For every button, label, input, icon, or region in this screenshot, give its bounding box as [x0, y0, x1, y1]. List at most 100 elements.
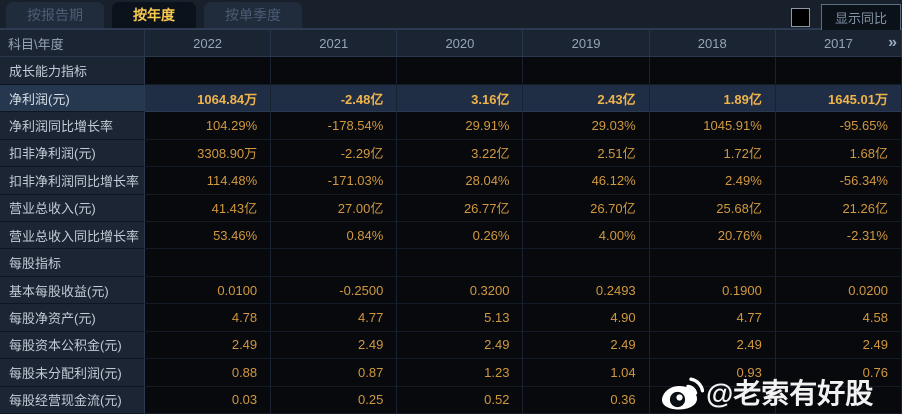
table-cell: 4.77 — [271, 304, 398, 332]
row-label: 营业总收入同比增长率 — [0, 222, 145, 250]
row-label: 净利润(元) — [0, 84, 145, 113]
table-cell: 0.1900 — [649, 276, 776, 305]
column-header-year-2021: 2021 — [271, 30, 398, 58]
table-cell — [649, 386, 776, 414]
table-cell — [271, 249, 398, 277]
table-cell: 1.72亿 — [649, 139, 776, 168]
table-cell: 29.91% — [397, 112, 524, 140]
table-cell: 2.49 — [523, 331, 650, 360]
row-label: 扣非净利润同比增长率 — [0, 167, 145, 195]
row-label: 净利润同比增长率 — [0, 112, 145, 140]
section-header-label: 成长能力指标 — [0, 57, 145, 85]
table-cell — [397, 57, 524, 85]
table-cell: 1.68亿 — [775, 139, 902, 168]
table-cell: 2.51亿 — [523, 139, 650, 168]
show-yoy-toggle[interactable]: 显示同比 — [820, 4, 901, 31]
table-cell: 3308.90万 — [145, 139, 272, 168]
table-cell: -2.31% — [775, 222, 902, 250]
table-cell: 41.43亿 — [145, 194, 272, 222]
row-label: 每股经营现金流(元) — [0, 386, 145, 414]
period-tabs: 按报告期 按年度 按单季度 — [6, 0, 310, 28]
tab-by-year[interactable]: 按年度 — [112, 2, 196, 28]
tab-by-quarter[interactable]: 按单季度 — [204, 2, 302, 28]
table-cell: 0.93 — [649, 359, 776, 387]
table-cell: 0.52 — [397, 386, 524, 414]
table-cell: 0.0200 — [775, 276, 902, 305]
table-cell: -178.54% — [271, 112, 398, 140]
table-cell: 46.12% — [523, 167, 650, 195]
table-cell: 5.13 — [397, 304, 524, 332]
column-header-year-2018: 2018 — [649, 30, 776, 58]
table-cell — [271, 57, 398, 85]
table-cell: 104.29% — [145, 112, 272, 140]
financial-indicators-table: 科目\年度 2022 2021 2020 2019 2018 2017» 成长能力指标 净利润(… — [0, 30, 902, 414]
row-label: 每股未分配利润(元) — [0, 359, 145, 387]
table-cell: 4.77 — [649, 304, 776, 332]
column-header-year-2019: 2019 — [523, 30, 650, 58]
table-cell — [397, 249, 524, 277]
table-cell: 114.48% — [145, 167, 272, 195]
table-cell: 2.49 — [775, 331, 902, 360]
table-cell: 0.76 — [775, 359, 902, 387]
more-years-chevron-icon[interactable]: » — [888, 34, 897, 52]
column-header-year-2022: 2022 — [145, 30, 272, 58]
table-cell — [523, 249, 650, 277]
table-cell — [145, 249, 272, 277]
table-cell: 0.25 — [271, 386, 398, 414]
table-cell: 0.03 — [145, 386, 272, 414]
table-cell: -0.2500 — [271, 276, 398, 305]
table-cell: 26.70亿 — [523, 194, 650, 222]
table-cell: 0.84% — [271, 222, 398, 250]
table-cell: 2.49 — [145, 331, 272, 360]
table-cell: 0.3200 — [397, 276, 524, 305]
table-cell: 3.22亿 — [397, 139, 524, 168]
tab-by-report-period[interactable]: 按报告期 — [6, 2, 104, 28]
table-cell: 3.16亿 — [397, 84, 524, 113]
table-cell: 25.68亿 — [649, 194, 776, 222]
table-cell: 0.0100 — [145, 276, 272, 305]
table-cell: 1045.91% — [649, 112, 776, 140]
table-cell: 28.04% — [397, 167, 524, 195]
table-cell: -171.03% — [271, 167, 398, 195]
row-label: 营业总收入(元) — [0, 194, 145, 222]
row-label: 基本每股收益(元) — [0, 276, 145, 305]
table-cell: 1064.84万 — [145, 84, 272, 113]
table-cell — [649, 249, 776, 277]
table-cell — [775, 249, 902, 277]
table-cell — [523, 57, 650, 85]
row-label: 每股资本公积金(元) — [0, 331, 145, 360]
table-cell — [775, 386, 902, 414]
table-cell: 1.04 — [523, 359, 650, 387]
table-cell: 53.46% — [145, 222, 272, 250]
table-cell: -56.34% — [775, 167, 902, 195]
table-cell: 1.89亿 — [649, 84, 776, 113]
column-header-subject-year: 科目\年度 — [0, 30, 145, 58]
period-tabbar: 按报告期 按年度 按单季度 显示同比 — [0, 0, 902, 31]
table-cell: 29.03% — [523, 112, 650, 140]
yoy-controls: 显示同比 — [790, 4, 901, 31]
table-cell: 0.88 — [145, 359, 272, 387]
table-cell: 26.77亿 — [397, 194, 524, 222]
table-cell: 2.43亿 — [523, 84, 650, 113]
show-yoy-checkbox[interactable] — [790, 8, 810, 27]
table-cell: 0.36 — [523, 386, 650, 414]
row-label: 扣非净利润(元) — [0, 139, 145, 168]
table-cell: 0.26% — [397, 222, 524, 250]
table-cell: 2.49 — [271, 331, 398, 360]
table-cell: 1.23 — [397, 359, 524, 387]
table-cell: 1645.01万 — [775, 84, 902, 113]
row-label: 每股净资产(元) — [0, 304, 145, 332]
column-header-year-2017: 2017» — [775, 30, 902, 58]
table-cell: -2.48亿 — [271, 84, 398, 113]
table-cell: 2.49 — [649, 331, 776, 360]
table-cell: 20.76% — [649, 222, 776, 250]
table-cell: 2.49 — [397, 331, 524, 360]
table-cell: 21.26亿 — [775, 194, 902, 222]
section-header-label: 每股指标 — [0, 249, 145, 277]
table-cell: -95.65% — [775, 112, 902, 140]
table-cell: 0.2493 — [523, 276, 650, 305]
table-cell: -2.29亿 — [271, 139, 398, 168]
table-cell — [775, 57, 902, 85]
table-cell: 27.00亿 — [271, 194, 398, 222]
